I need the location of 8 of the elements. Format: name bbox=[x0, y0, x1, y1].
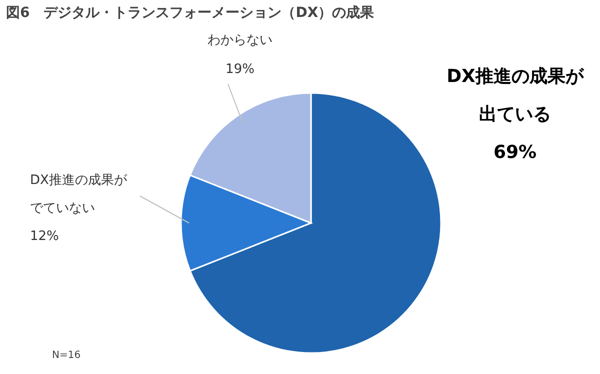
text: N=16 bbox=[52, 350, 81, 361]
data-label: 69% bbox=[493, 142, 537, 163]
slice-label: DX推進の成果がでていない bbox=[30, 173, 128, 216]
slice-label: わからない bbox=[208, 33, 272, 48]
data-label: 19% bbox=[226, 62, 254, 77]
slice-label: DX推進の成果が出ている bbox=[446, 66, 584, 125]
data-label: 12% bbox=[30, 229, 59, 244]
chart-title: 図6 デジタル・トランスフォーメーション（DX）の成果 bbox=[6, 4, 374, 22]
